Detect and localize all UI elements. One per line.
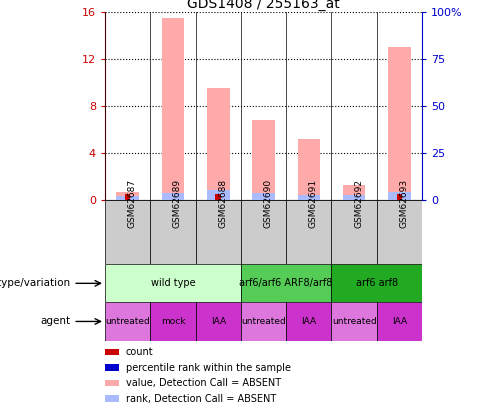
Bar (105, 264, 241, 303)
Bar (331, 200, 377, 264)
Bar (196, 200, 241, 264)
Bar (343, 194, 366, 200)
Text: GSM62691: GSM62691 (309, 179, 318, 228)
Bar (162, 193, 184, 200)
Bar (286, 303, 331, 341)
Bar (105, 380, 119, 386)
Bar (377, 200, 422, 264)
Bar (116, 196, 139, 200)
Text: GSM62687: GSM62687 (127, 179, 137, 228)
Bar (150, 303, 196, 341)
Text: genotype/variation: genotype/variation (0, 278, 71, 288)
Text: agent: agent (41, 316, 71, 326)
Bar (105, 364, 119, 371)
Text: arf6/arf6 ARF8/arf8: arf6/arf6 ARF8/arf8 (240, 278, 333, 288)
Bar (196, 303, 241, 341)
Bar (150, 200, 196, 264)
Bar (116, 192, 139, 200)
Bar (286, 200, 331, 264)
Bar (331, 303, 377, 341)
Bar (377, 303, 422, 341)
Bar (252, 193, 275, 200)
Text: GSM62688: GSM62688 (218, 179, 227, 228)
Text: IAA: IAA (392, 317, 407, 326)
Text: IAA: IAA (211, 317, 226, 326)
Bar (397, 194, 402, 200)
Bar (388, 47, 411, 200)
Text: wild type: wild type (151, 278, 195, 288)
Text: IAA: IAA (301, 317, 316, 326)
Bar (125, 194, 130, 200)
Bar (388, 192, 411, 200)
Bar (215, 194, 221, 200)
Bar (105, 349, 119, 355)
Text: mock: mock (161, 317, 185, 326)
Bar (298, 194, 320, 200)
Bar (298, 139, 320, 200)
Bar (105, 200, 150, 264)
Bar (105, 395, 119, 402)
Bar (331, 264, 422, 303)
Text: percentile rank within the sample: percentile rank within the sample (125, 362, 290, 373)
Bar (207, 88, 229, 200)
Text: rank, Detection Call = ABSENT: rank, Detection Call = ABSENT (125, 394, 276, 403)
Text: value, Detection Call = ABSENT: value, Detection Call = ABSENT (125, 378, 281, 388)
Bar (241, 303, 286, 341)
Text: GSM62692: GSM62692 (354, 179, 363, 228)
Bar (207, 190, 229, 200)
Text: count: count (125, 347, 153, 357)
Bar (252, 120, 275, 200)
Bar (241, 264, 331, 303)
Bar (162, 18, 184, 200)
Title: GDS1408 / 255163_at: GDS1408 / 255163_at (187, 0, 340, 11)
Text: untreated: untreated (241, 317, 286, 326)
Text: GSM62689: GSM62689 (173, 179, 182, 228)
Bar (241, 200, 286, 264)
Text: untreated: untreated (332, 317, 377, 326)
Text: GSM62690: GSM62690 (264, 179, 272, 228)
Text: arf6 arf8: arf6 arf8 (356, 278, 398, 288)
Bar (105, 303, 150, 341)
Text: untreated: untreated (105, 317, 150, 326)
Bar (343, 185, 366, 200)
Text: GSM62693: GSM62693 (400, 179, 408, 228)
